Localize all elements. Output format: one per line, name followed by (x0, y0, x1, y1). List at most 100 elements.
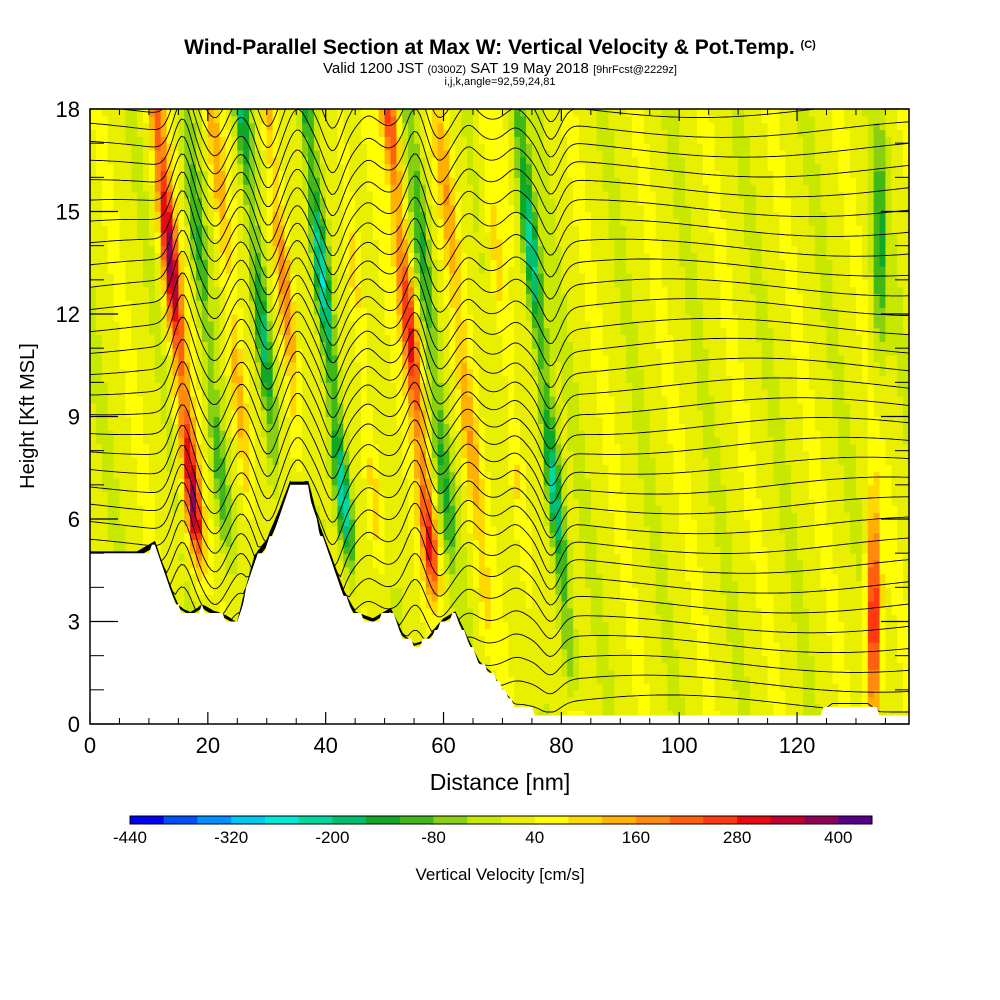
velocity-cell (726, 484, 733, 493)
velocity-cell (425, 566, 433, 575)
velocity-cell (555, 491, 562, 500)
velocity-cell (549, 519, 557, 527)
velocity-cell (649, 655, 657, 664)
velocity-cell (744, 594, 751, 602)
velocity-cell (903, 689, 909, 698)
velocity-cell (755, 635, 763, 643)
velocity-cell (785, 703, 792, 711)
velocity-cell (620, 566, 627, 575)
velocity-cell (219, 601, 227, 609)
velocity-cell (531, 491, 539, 500)
velocity-cell (708, 484, 716, 493)
velocity-cell (201, 498, 209, 506)
velocity-cell (543, 648, 551, 657)
velocity-cell (773, 491, 780, 500)
velocity-cell (832, 525, 839, 534)
velocity-cell (785, 532, 792, 541)
velocity-cell (549, 505, 557, 513)
velocity-cell (231, 519, 238, 527)
velocity-cell (490, 635, 498, 643)
velocity-cell (755, 546, 763, 554)
velocity-cell (885, 607, 892, 616)
velocity-cell (702, 525, 710, 534)
velocity-cell (785, 566, 792, 575)
velocity-cell (384, 587, 392, 595)
velocity-cell (861, 553, 869, 561)
velocity-cell (855, 573, 863, 582)
velocity-cell (873, 512, 881, 520)
velocity-cell (779, 491, 786, 500)
velocity-cell (643, 566, 651, 575)
velocity-cell (632, 532, 639, 541)
velocity-cell (726, 662, 733, 670)
velocity-cell (779, 553, 786, 561)
velocity-cell (355, 532, 362, 541)
velocity-cell (573, 696, 580, 705)
velocity-cell (620, 628, 627, 636)
velocity-cell (137, 478, 144, 486)
velocity-cell (726, 546, 733, 554)
velocity-cell (726, 478, 733, 486)
velocity-cell (667, 628, 674, 636)
velocity-cell (632, 580, 639, 588)
velocity-cell (555, 689, 562, 698)
velocity-cell (366, 546, 374, 554)
velocity-cell (720, 525, 727, 534)
velocity-cell (879, 607, 887, 616)
velocity-cell (673, 560, 680, 568)
velocity-cell (832, 560, 839, 568)
velocity-cell (478, 532, 486, 541)
velocity-cell (744, 703, 751, 711)
velocity-cell (449, 505, 456, 513)
velocity-cell (549, 621, 557, 629)
velocity-cell (755, 614, 763, 623)
velocity-cell (720, 655, 727, 664)
velocity-cell (520, 642, 527, 650)
velocity-cell (573, 587, 580, 595)
velocity-cell (767, 689, 775, 698)
velocity-cell (219, 478, 227, 486)
velocity-cell (231, 498, 238, 506)
velocity-cell (431, 539, 439, 547)
velocity-cell (667, 655, 674, 664)
velocity-cell (879, 628, 887, 636)
velocity-cell (626, 601, 633, 609)
velocity-cell (384, 484, 392, 493)
velocity-cell (696, 525, 704, 534)
velocity-cell (608, 560, 615, 568)
velocity-cell (508, 560, 515, 568)
velocity-cell (632, 539, 639, 547)
velocity-cell (573, 635, 580, 643)
velocity-cell (184, 539, 191, 547)
velocity-cell (749, 546, 757, 554)
velocity-cell (632, 573, 639, 582)
velocity-cell (685, 539, 692, 547)
velocity-cell (219, 519, 227, 527)
velocity-cell (390, 587, 397, 595)
velocity-cell (408, 621, 415, 629)
velocity-cell (408, 614, 415, 623)
velocity-cell (131, 532, 138, 541)
velocity-cell (531, 532, 539, 541)
velocity-cell (720, 532, 727, 541)
velocity-cell (685, 628, 692, 636)
velocity-cell (526, 676, 533, 684)
velocity-cell (95, 478, 103, 486)
velocity-cell (184, 498, 191, 506)
velocity-cell (390, 519, 397, 527)
velocity-cell (679, 676, 686, 684)
velocity-cell (366, 532, 374, 541)
velocity-cell (443, 498, 451, 506)
velocity-cell (608, 484, 615, 493)
velocity-cell (820, 635, 828, 643)
velocity-cell (696, 566, 704, 575)
velocity-cell (437, 560, 445, 568)
velocity-cell (472, 594, 480, 602)
velocity-cell (95, 546, 103, 554)
velocity-cell (673, 525, 680, 534)
velocity-cell (714, 662, 722, 670)
velocity-cell (797, 478, 804, 486)
velocity-cell (779, 655, 786, 664)
velocity-cell (614, 587, 621, 595)
velocity-cell (791, 601, 798, 609)
